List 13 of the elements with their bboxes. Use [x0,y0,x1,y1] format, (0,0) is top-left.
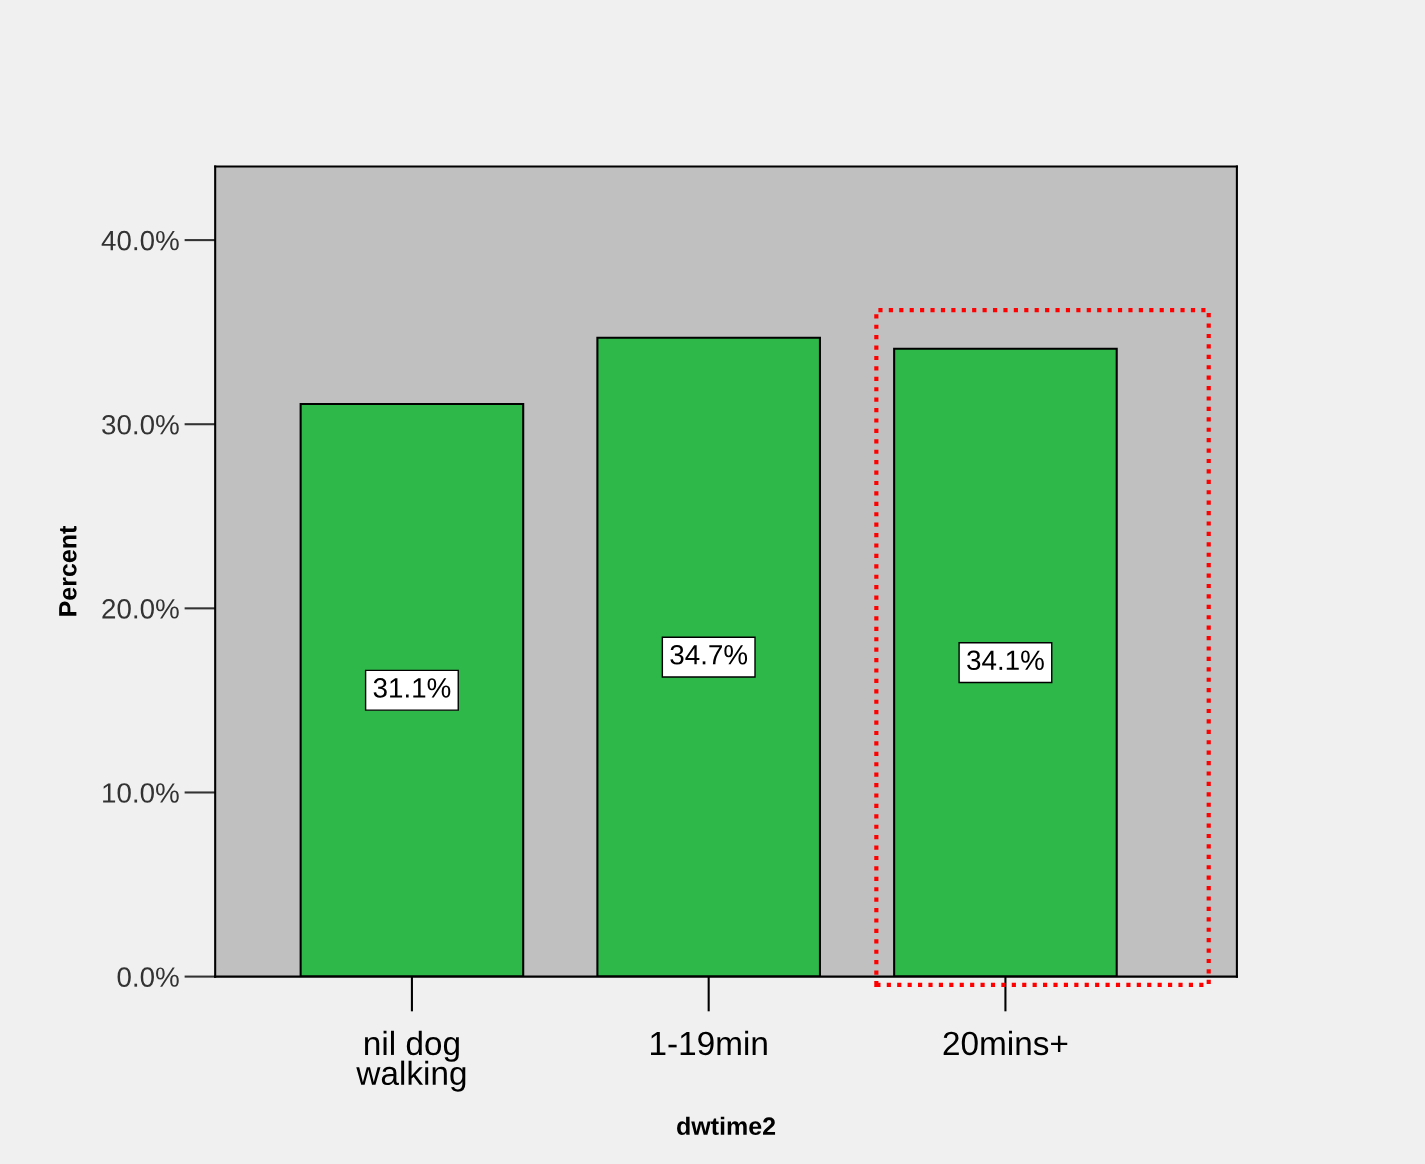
x-tick-label: nil dog walking [356,1030,466,1092]
y-tick-label: 20.0% [102,599,179,619]
x-tick-label: 1-19min [651,1030,767,1056]
data-label: 34.7% [670,644,748,665]
data-label: 31.1% [373,678,451,698]
x-tick-label: 20mins+ [943,1030,1068,1056]
y-tick-label: 40.0% [101,230,179,251]
x-axis-title: dwtime2 [677,1116,776,1136]
y-tick-label: 10.0% [103,783,179,803]
y-tick-label: 30.0% [102,414,179,435]
data-label: 34.1% [967,650,1044,671]
y-axis-title: Percent [59,525,77,616]
y-tick-label: 0.0% [117,967,179,987]
